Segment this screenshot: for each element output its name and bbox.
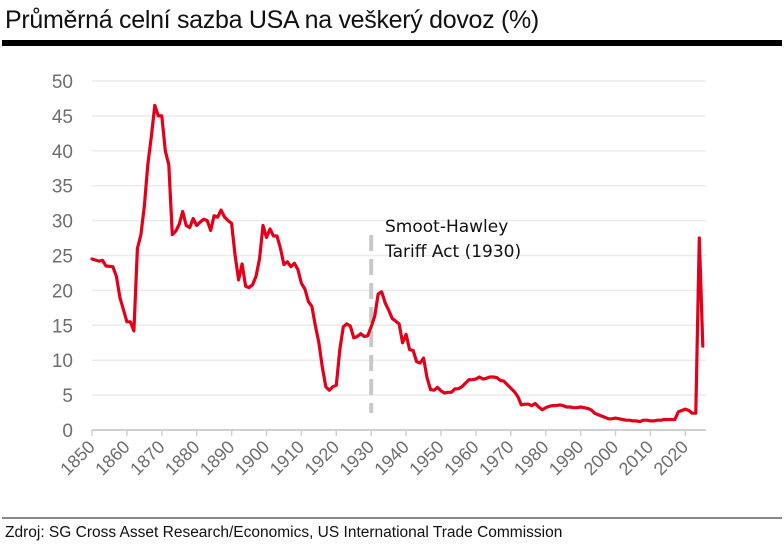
line-chart: 0 5 10 15 20 25 30 35 40 45 50 1850186018701880189… [52,72,706,479]
title-divider [2,40,782,46]
gridlines [92,80,706,431]
y-axis-ticks: 0 5 10 15 20 25 30 35 40 45 50 [52,72,73,442]
y-tick-label: 35 [52,177,73,198]
x-tick-label: 1930 [336,437,378,479]
y-tick-label: 25 [52,247,73,268]
x-tick-label: 1860 [91,437,133,479]
x-tick-label: 1940 [370,437,412,479]
x-tick-label: 2020 [650,437,692,479]
y-tick-label: 15 [52,316,73,337]
x-tick-label: 1870 [126,437,168,479]
y-tick-label: 0 [62,421,73,442]
y-tick-label: 45 [52,107,73,128]
x-tick-label: 1990 [545,437,587,479]
y-tick-label: 5 [62,386,73,407]
x-tick-label: 1880 [161,437,203,479]
annotation-text: Smoot-Hawley [385,217,508,237]
x-tick-label: 1890 [196,437,238,479]
y-tick-label: 20 [52,281,73,302]
x-tick-label: 2010 [615,437,657,479]
y-tick-label: 50 [52,72,73,93]
x-axis-ticks: 1850186018701880189019001910192019301940… [56,430,692,479]
x-tick-label: 2000 [580,437,622,479]
source-note: Zdroj: SG Cross Asset Research/Economics… [5,524,563,541]
x-tick-label: 1970 [475,437,517,479]
x-tick-label: 1950 [405,437,447,479]
y-tick-label: 30 [52,212,73,233]
x-tick-label: 1980 [510,437,552,479]
annotation-smoot-hawley: Smoot-Hawley Tariff Act (1930) [369,217,521,413]
x-tick-label: 1960 [440,437,482,479]
series-line-tariff-rate [90,103,705,424]
x-tick-label: 1850 [56,437,98,479]
y-tick-label: 10 [52,351,73,372]
series-group [90,103,705,424]
y-tick-label: 40 [52,142,73,163]
x-tick-label: 1910 [266,437,308,479]
chart-title: Průměrná celní sazba USA na veškerý dovo… [5,6,539,34]
x-tick-label: 1900 [231,437,273,479]
annotation-text: Tariff Act (1930) [384,242,521,262]
x-tick-label: 1920 [301,437,343,479]
source-divider [2,517,782,519]
